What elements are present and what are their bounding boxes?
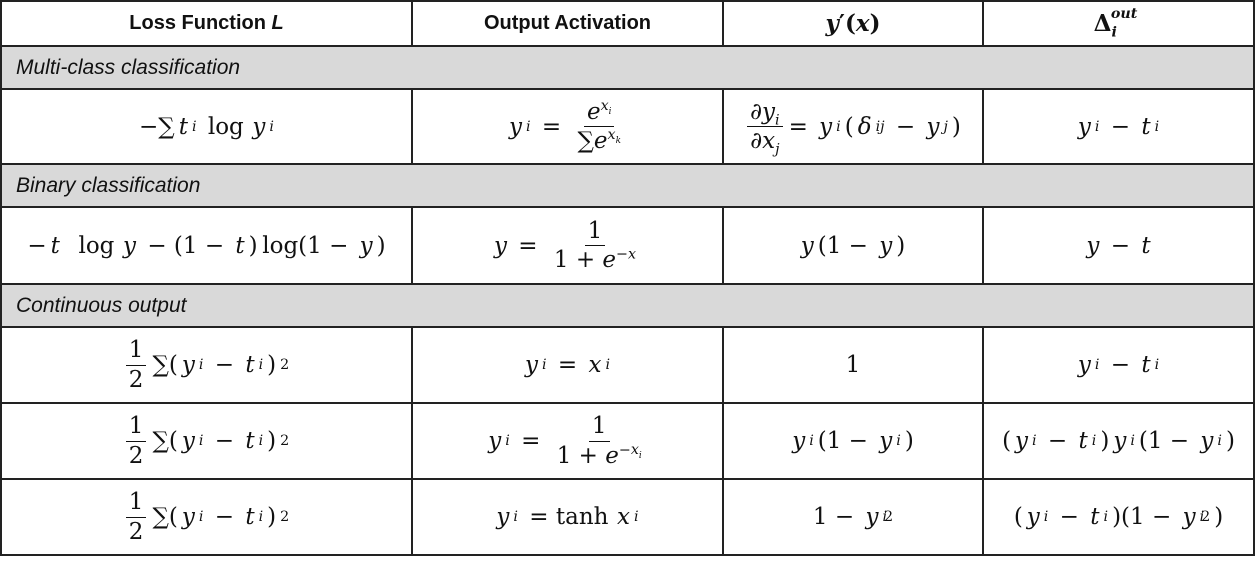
header-row: Loss Function L Output Activation y′(x) …	[0, 0, 1255, 47]
derivative-cell: y (1 − y)	[722, 206, 984, 285]
section-row-continuous: Continuous output	[0, 283, 1255, 328]
delta-cell: y − t	[982, 206, 1255, 285]
derivative-cell: y i (1 − y i)	[722, 402, 984, 480]
section-label-multiclass: Multi-class classification	[0, 45, 1255, 90]
header-derivative: y′(x)	[722, 0, 984, 47]
derivative-cell: ∂yi ∂xj = y i(δ ij − y j)	[722, 88, 984, 165]
loss-cell: 1 2 ∑(y i − t i) 2	[0, 478, 413, 556]
section-row-multiclass: Multi-class classification	[0, 45, 1255, 90]
loss-cell: 1 2 ∑(y i − t i) 2	[0, 326, 413, 404]
header-loss-function: Loss Function L	[0, 0, 413, 47]
header-delta-out: Δiout	[982, 0, 1255, 47]
section-label-binary: Binary classification	[0, 163, 1255, 208]
delta-cell: (y i − t i) y i (1 − y i)	[982, 402, 1255, 480]
section-label-continuous: Continuous output	[0, 283, 1255, 328]
loss-cell: 1 2 ∑(y i − t i) 2	[0, 402, 413, 480]
derivative-cell: 1	[722, 326, 984, 404]
section-row-binary: Binary classification	[0, 163, 1255, 208]
loss-cell: − t log y − (1 − t) log(1 − y)	[0, 206, 413, 285]
delta-cell: (y i − t i)(1 − y i 2)	[982, 478, 1255, 556]
header-output-activation: Output Activation	[411, 0, 724, 47]
